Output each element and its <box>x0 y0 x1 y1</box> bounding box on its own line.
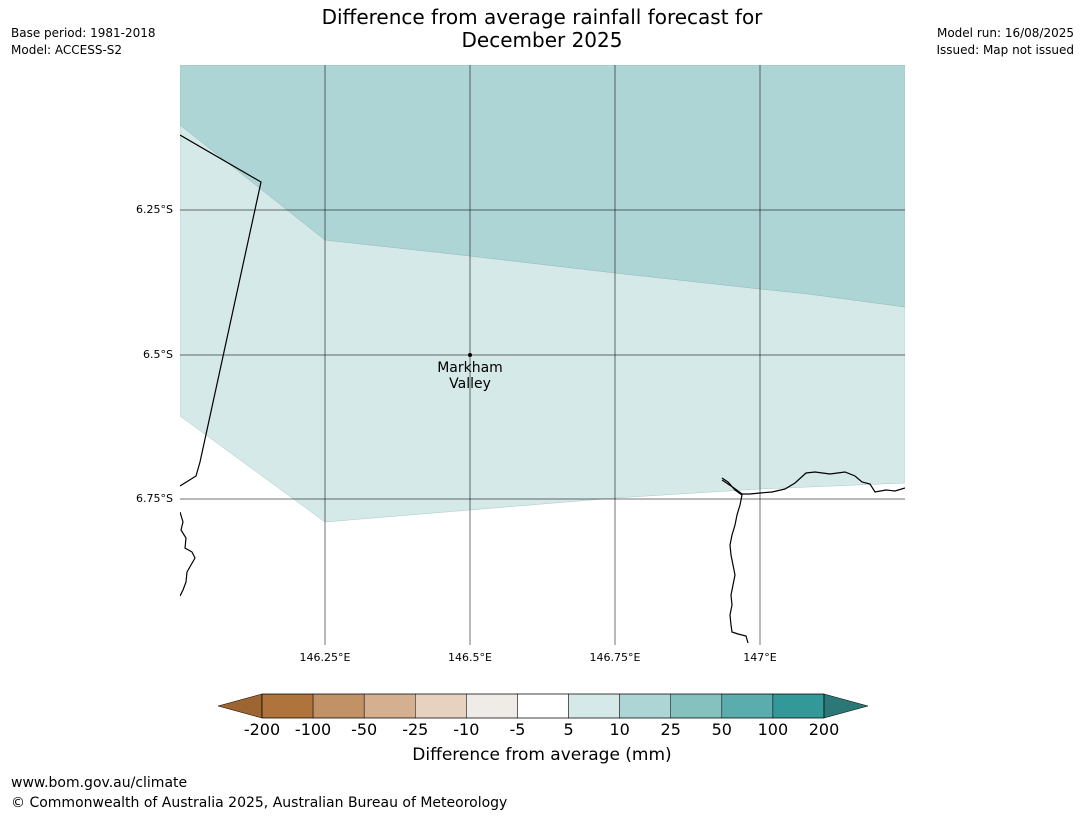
lat-label-6-75: 6.75°S <box>136 492 173 505</box>
colorbar-tick-label: -100 <box>294 720 332 739</box>
colorbar-label: Difference from average (mm) <box>412 745 672 765</box>
footer-url: www.bom.gov.au/climate <box>11 775 188 791</box>
issued-text: Issued: Map not issued <box>936 43 1074 57</box>
region-10-25mm <box>180 65 905 308</box>
map-title-line-1: Difference from average rainfall forecas… <box>321 5 763 29</box>
map-title: Difference from average rainfall forecas… <box>242 6 842 52</box>
colorbar-segment <box>312 693 365 719</box>
meta-right: Model run: 16/08/2025 Issued: Map not is… <box>936 25 1074 59</box>
model-text: Model: ACCESS-S2 <box>11 43 123 57</box>
colorbar-tick-label: 200 <box>808 720 840 739</box>
colorbar-extend-low <box>217 693 263 719</box>
colorbar-segment <box>261 693 314 719</box>
base-period-text: Base period: 1981-2018 <box>11 26 156 40</box>
place-marker <box>468 353 472 357</box>
colorbar-segment <box>466 693 518 719</box>
colorbar-tick-label: -5 <box>509 720 526 739</box>
colorbar-tick-label: 10 <box>609 720 630 739</box>
colorbar <box>217 693 869 719</box>
model-run-text: Model run: 16/08/2025 <box>936 26 1074 40</box>
colorbar-segment <box>772 693 825 719</box>
meta-left: Base period: 1981-2018 Model: ACCESS-S2 <box>11 25 156 59</box>
lat-label-6-25: 6.25°S <box>136 203 173 216</box>
colorbar-tick-label: -25 <box>402 720 429 739</box>
lon-label-147: 147°E <box>743 651 777 664</box>
map-title-line-2: December 2025 <box>461 28 623 52</box>
coastline-west <box>180 511 196 597</box>
coastline-gulf <box>721 471 905 495</box>
colorbar-tick-label: 25 <box>660 720 681 739</box>
coastline-river <box>721 477 749 644</box>
lon-label-146-75: 146.75°E <box>589 651 641 664</box>
colorbar-extend-high <box>823 693 869 719</box>
colorbar-tick-label: 50 <box>711 720 732 739</box>
colorbar-outline <box>261 693 825 719</box>
colorbar-segment <box>670 693 723 719</box>
lon-label-146-25: 146.25°E <box>299 651 351 664</box>
colorbar-tick-label: 5 <box>563 720 574 739</box>
coastlines <box>180 134 905 644</box>
colorbar-tick-label: -50 <box>351 720 378 739</box>
footer-copyright: © Commonwealth of Australia 2025, Austra… <box>11 795 508 811</box>
colorbar-tick-label: -200 <box>243 720 281 739</box>
place-label-line-2: Valley <box>449 376 491 392</box>
lon-label-146-5: 146.5°E <box>448 651 492 664</box>
colorbar-tick-label: 100 <box>757 720 789 739</box>
colorbar-segment <box>363 693 416 719</box>
border-line <box>180 134 262 487</box>
lat-label-6-5: 6.5°S <box>143 348 173 361</box>
place-label-markham-valley: Markham Valley <box>420 360 520 392</box>
colorbar-segment <box>721 693 774 719</box>
colorbar-segment <box>517 693 569 719</box>
place-label-line-1: Markham <box>437 360 503 376</box>
colorbar-segment <box>568 693 620 719</box>
colorbar-segment <box>415 693 467 719</box>
map-frame <box>180 65 905 645</box>
colorbar-segment <box>619 693 671 719</box>
colorbar-tick-label: -10 <box>453 720 480 739</box>
